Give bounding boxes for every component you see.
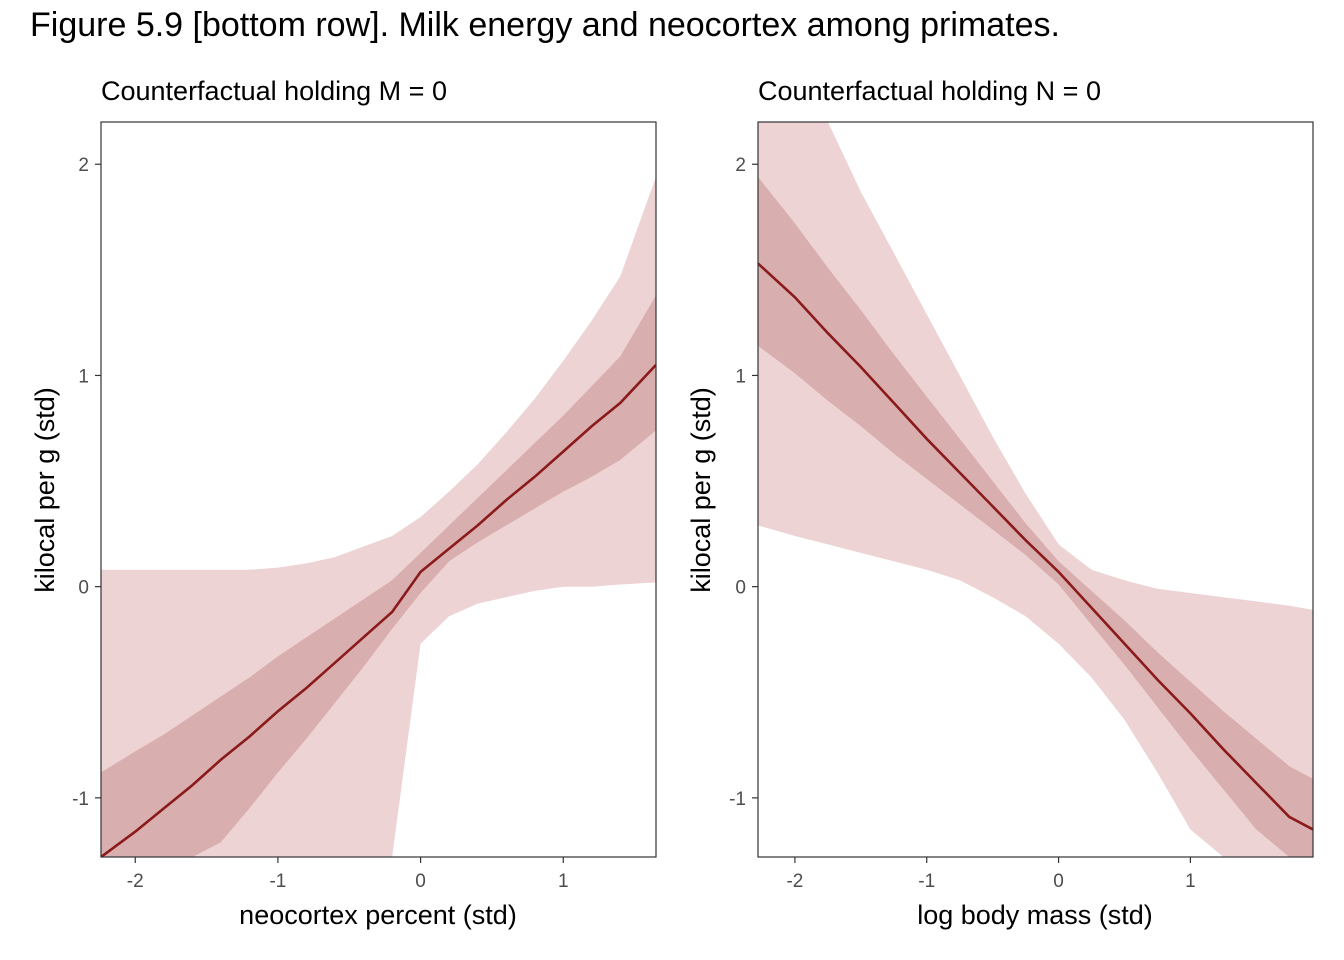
mean-line bbox=[758, 262, 1313, 831]
x-tick-label: 0 bbox=[1053, 871, 1064, 892]
figure-title: Figure 5.9 [bottom row]. Milk energy and… bbox=[30, 6, 1060, 44]
y-tick-label: 0 bbox=[78, 578, 89, 599]
inner-interval-band bbox=[101, 295, 656, 857]
panel-subtitle: Counterfactual holding M = 0 bbox=[101, 76, 447, 106]
inner-interval-band bbox=[758, 176, 1313, 857]
y-axis-title: kilocal per g (std) bbox=[686, 387, 716, 593]
panel-border bbox=[757, 121, 1314, 858]
plot-area: -2 -1 0 1 -1 0 1 2 bbox=[729, 121, 1314, 892]
x-tick-label: -2 bbox=[786, 871, 803, 892]
y-tick-label: -1 bbox=[729, 789, 746, 810]
y-tick-label: -1 bbox=[72, 789, 89, 810]
x-tick-label: -1 bbox=[918, 871, 935, 892]
panel-body-mass: Counterfactual holding N = 0 -2 -1 0 1 -1 0 1 2… bbox=[686, 76, 1314, 930]
panel-neocortex: Counterfactual holding M = 0 -2 -1 0 1 -1 0 1 2… bbox=[30, 76, 657, 930]
x-tick-label: -2 bbox=[127, 871, 144, 892]
y-axis-title: kilocal per g (std) bbox=[30, 387, 60, 593]
y-tick-label: 1 bbox=[78, 366, 89, 387]
y-tick-label: 2 bbox=[78, 155, 89, 176]
x-axis-title: log body mass (std) bbox=[917, 900, 1153, 930]
panel-border bbox=[100, 121, 657, 858]
mean-line bbox=[101, 364, 656, 857]
x-tick-label: 1 bbox=[558, 871, 569, 892]
plot-area: -2 -1 0 1 -1 0 1 2 bbox=[72, 121, 657, 892]
x-tick-label: 1 bbox=[1185, 871, 1196, 892]
y-tick-label: 0 bbox=[735, 578, 746, 599]
series-group bbox=[101, 176, 656, 857]
x-axis-title: neocortex percent (std) bbox=[239, 900, 517, 930]
y-tick-label: 2 bbox=[735, 155, 746, 176]
series-group bbox=[758, 122, 1313, 857]
panel-subtitle: Counterfactual holding N = 0 bbox=[758, 76, 1101, 106]
y-tick-label: 1 bbox=[735, 366, 746, 387]
x-tick-label: 0 bbox=[415, 871, 426, 892]
x-tick-label: -1 bbox=[269, 871, 286, 892]
